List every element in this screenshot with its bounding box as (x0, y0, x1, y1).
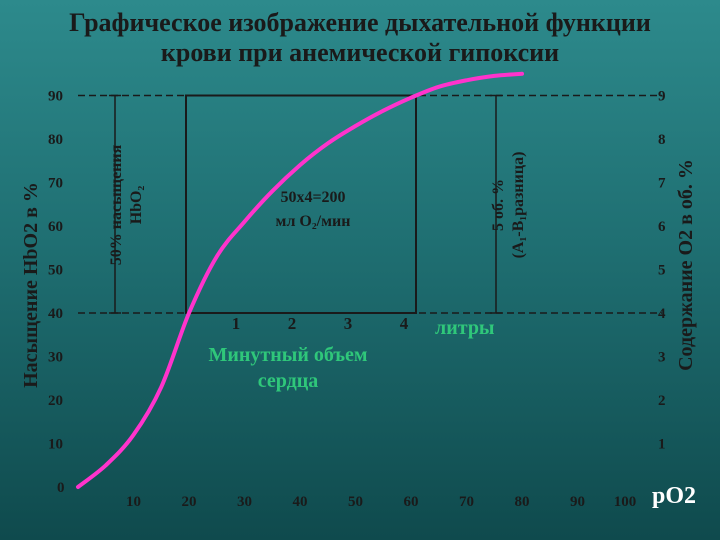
x-tick-label: 20 (182, 494, 197, 510)
y-tick-label: 50 (48, 263, 63, 279)
x-axis-ticks: 10 20 30 40 50 60 70 80 90 100 (126, 494, 636, 510)
y2-tick-label: 3 (658, 350, 666, 366)
y-tick-label: 60 (48, 219, 63, 235)
y2-tick-label: 7 (658, 176, 666, 192)
y-tick-label: 40 (48, 306, 63, 322)
y-tick-label: 80 (48, 132, 63, 148)
slide-title: Графическое изображение дыхательной функ… (0, 8, 720, 68)
x-tick-label: 10 (126, 494, 141, 510)
y2-tick-label: 2 (658, 393, 666, 409)
minute-volume-box (185, 94, 417, 314)
minute-volume-tick-label: 3 (344, 314, 353, 333)
box-outline (185, 94, 417, 314)
y-axis-ticks: 0 10 20 30 40 50 60 70 80 90 (48, 89, 65, 497)
x-tick-label: 90 (570, 494, 585, 510)
minute-volume-tick-label: 1 (232, 314, 241, 333)
x-tick-label: 80 (515, 494, 530, 510)
x-tick-label: 50 (348, 494, 363, 510)
y2-axis-ticks: 1 2 3 4 5 6 7 8 9 (658, 89, 666, 453)
right-bracket-label-2: (A₁-B₁разница) (510, 152, 527, 259)
x-tick-label: 60 (404, 494, 419, 510)
oxygen-delivery-label-1: 50х4=200 (280, 189, 345, 206)
minute-volume-label-2: сердца (258, 370, 319, 392)
y2-tick-label: 5 (658, 263, 666, 279)
x-tick-label: 40 (293, 494, 308, 510)
minute-volume-unit: литры (435, 317, 495, 339)
y-tick-label: 90 (48, 89, 63, 105)
left-bracket-label-1: 50% насыщения (108, 144, 125, 265)
minute-volume-label-1: Минутный объем (208, 344, 367, 366)
y-tick-label: 30 (48, 350, 63, 366)
right-bracket-label-1: 5 об. % (490, 179, 507, 231)
y-tick-label: 0 (57, 480, 65, 496)
y2-tick-label: 6 (658, 219, 666, 235)
title-line-1: Графическое изображение дыхательной функ… (69, 8, 651, 37)
y-tick-label: 10 (48, 437, 63, 453)
x-tick-label: 100 (614, 494, 637, 510)
y-tick-label: 20 (48, 393, 63, 409)
minute-volume-tick-label: 2 (288, 314, 297, 333)
y2-tick-label: 4 (658, 306, 666, 322)
y-axis-label: Насыщение HbO2 в % (20, 182, 42, 388)
y2-tick-label: 8 (658, 132, 666, 148)
saturation-curve (76, 71, 524, 489)
reference-lines (78, 94, 662, 314)
oxygen-delivery-label-2: мл O₂/мин (276, 213, 351, 230)
title-line-2: крови при анемической гипоксии (160, 38, 560, 67)
y2-tick-label: 1 (658, 437, 666, 453)
minute-volume-ticks: 1 2 3 4 (232, 314, 409, 333)
y2-tick-label: 9 (658, 89, 666, 105)
y2-axis-label: Содержание O2 в об. % (675, 159, 697, 371)
y-tick-label: 70 (48, 176, 63, 192)
x-tick-label: 30 (237, 494, 252, 510)
x-tick-label: 70 (459, 494, 474, 510)
x-axis-label: pO2 (652, 483, 696, 509)
minute-volume-tick-label: 4 (400, 314, 409, 333)
left-bracket-label-2: HbO₂ (128, 186, 145, 225)
brackets (109, 94, 502, 314)
